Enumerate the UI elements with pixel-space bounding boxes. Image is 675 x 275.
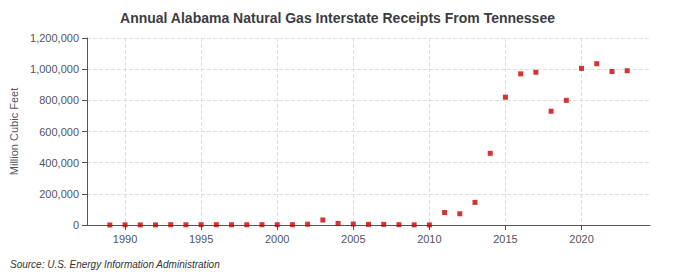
svg-text:1,000,000: 1,000,000 [30,63,79,75]
svg-text:0: 0 [73,219,79,231]
svg-text:200,000: 200,000 [39,188,79,200]
svg-text:800,000: 800,000 [39,94,79,106]
svg-text:Annual Alabama Natural Gas Int: Annual Alabama Natural Gas Interstate Re… [120,10,555,26]
svg-text:1990: 1990 [113,233,137,245]
svg-text:2010: 2010 [417,233,441,245]
svg-text:400,000: 400,000 [39,157,79,169]
svg-text:1995: 1995 [189,233,213,245]
svg-text:2020: 2020 [569,233,593,245]
svg-text:Source: U.S. Energy Informatio: Source: U.S. Energy Information Administ… [10,259,220,270]
svg-text:1,200,000: 1,200,000 [30,32,79,44]
svg-text:2000: 2000 [265,233,289,245]
svg-text:Million Cubic Feet: Million Cubic Feet [8,88,20,175]
svg-text:2005: 2005 [341,233,365,245]
svg-text:2015: 2015 [493,233,517,245]
svg-text:600,000: 600,000 [39,126,79,138]
